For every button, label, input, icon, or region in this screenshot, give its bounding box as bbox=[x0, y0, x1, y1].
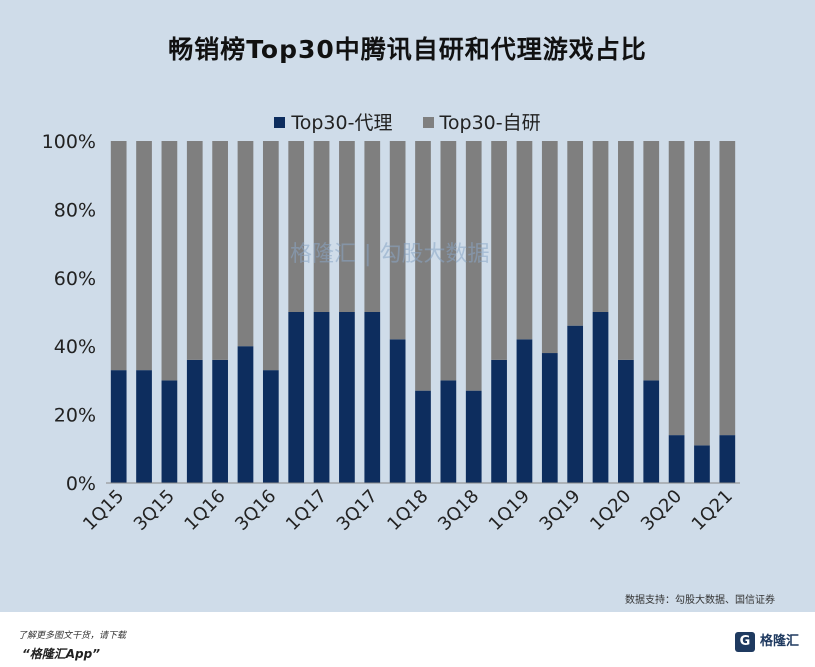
bar-daili-1Q15 bbox=[110, 370, 127, 483]
data-source-note: 数据支持：勾股大数据、国信证券 bbox=[625, 595, 775, 606]
bar-ziyan-2Q18 bbox=[440, 141, 457, 381]
bar-daili-3Q18 bbox=[465, 390, 482, 483]
x-tick-label: 3Q20 bbox=[637, 486, 686, 535]
bar-daili-2Q15 bbox=[136, 370, 152, 483]
brand-logo: G 格隆汇 bbox=[734, 630, 799, 652]
y-tick-label: 0% bbox=[66, 473, 96, 495]
x-tick-label: 1Q19 bbox=[485, 486, 534, 535]
bar-daili-1Q20 bbox=[618, 359, 634, 483]
bar-ziyan-2Q15 bbox=[136, 141, 152, 371]
watermark: 格隆汇 | 勾股大数据 bbox=[290, 242, 490, 267]
bar-ziyan-2Q19 bbox=[541, 141, 558, 354]
chart-legend: Top30-代理 Top30-自研 bbox=[0, 108, 815, 135]
bar-ziyan-3Q15 bbox=[161, 141, 178, 381]
y-tick-label: 40% bbox=[54, 336, 96, 358]
x-tick-label: 1Q17 bbox=[282, 486, 331, 535]
bar-daili-1Q16 bbox=[212, 359, 228, 483]
bar-daili-2Q17 bbox=[339, 312, 355, 483]
bar-ziyan-3Q19 bbox=[567, 141, 584, 326]
bar-ziyan-3Q18 bbox=[465, 141, 482, 391]
bar-ziyan-2Q16 bbox=[237, 141, 254, 347]
bar-daili-3Q17 bbox=[364, 312, 381, 483]
legend-swatch-daili bbox=[274, 117, 286, 128]
bar-ziyan-2Q20 bbox=[643, 141, 660, 381]
x-tick-label: 3Q15 bbox=[130, 486, 179, 535]
bar-daili-3Q19 bbox=[567, 325, 584, 483]
bar-ziyan-2Q17 bbox=[339, 141, 355, 312]
bar-ziyan-4Q15 bbox=[186, 141, 203, 360]
brand-g-icon: G bbox=[734, 632, 755, 652]
bar-daili-3Q20 bbox=[668, 435, 685, 483]
bar-daili-1Q17 bbox=[313, 312, 330, 483]
bar-daili-1Q18 bbox=[415, 390, 431, 483]
legend-label-daili: Top30-代理 bbox=[291, 112, 393, 134]
bar-ziyan-3Q20 bbox=[668, 141, 685, 436]
bar-ziyan-4Q18 bbox=[491, 141, 507, 360]
chart-title: 畅销榜Top30中腾讯自研和代理游戏占比 bbox=[168, 35, 647, 64]
bar-ziyan-1Q19 bbox=[516, 141, 533, 340]
brand-name: 格隆汇 bbox=[759, 634, 799, 649]
bar-ziyan-1Q15 bbox=[110, 141, 127, 371]
x-tick-label: 1Q16 bbox=[180, 486, 229, 535]
bar-daili-3Q15 bbox=[161, 380, 178, 483]
legend-swatch-ziyan bbox=[422, 117, 434, 128]
bar-ziyan-3Q17 bbox=[364, 141, 381, 312]
legend-item-ziyan: Top30-自研 bbox=[422, 108, 541, 135]
bar-ziyan-4Q20 bbox=[694, 141, 710, 446]
bar-ziyan-4Q16 bbox=[288, 141, 305, 312]
bar-daili-4Q16 bbox=[288, 312, 305, 483]
bar-daili-4Q18 bbox=[491, 359, 507, 483]
bar-daili-4Q17 bbox=[389, 339, 406, 483]
bar-ziyan-1Q18 bbox=[415, 141, 431, 391]
y-tick-label: 60% bbox=[54, 268, 96, 290]
x-tick-label: 3Q17 bbox=[333, 486, 382, 535]
bar-daili-2Q19 bbox=[541, 353, 558, 483]
bar-daili-2Q20 bbox=[643, 380, 660, 483]
footer-note: 了解更多图文干货，请下载 bbox=[18, 631, 127, 641]
x-tick-label: 1Q21 bbox=[688, 486, 737, 535]
bar-ziyan-4Q19 bbox=[592, 141, 609, 312]
y-tick-label: 20% bbox=[54, 405, 96, 427]
bar-daili-1Q19 bbox=[516, 339, 533, 483]
bar-daili-4Q20 bbox=[694, 445, 710, 483]
bar-ziyan-1Q21 bbox=[719, 141, 736, 436]
legend-item-daili: Top30-代理 bbox=[274, 108, 392, 135]
bar-daili-3Q16 bbox=[262, 370, 279, 483]
bar-daili-2Q16 bbox=[237, 346, 254, 483]
x-tick-label: 1Q18 bbox=[383, 486, 432, 535]
stacked-bar-chart: 0%20%40%60%80%100%1Q15 3Q15 1Q16 3Q16 1Q17 3Q… bbox=[42, 131, 740, 535]
x-tick-label: 3Q18 bbox=[434, 486, 483, 535]
y-tick-label: 100% bbox=[42, 131, 96, 153]
bar-daili-4Q19 bbox=[592, 312, 609, 483]
watermark-left: 格隆汇 bbox=[290, 242, 357, 267]
watermark-right: 勾股大数据 bbox=[379, 242, 490, 267]
bar-daili-2Q18 bbox=[440, 380, 457, 483]
bar-daili-1Q21 bbox=[719, 435, 736, 483]
bar-ziyan-1Q20 bbox=[618, 141, 634, 360]
bar-ziyan-3Q16 bbox=[262, 141, 279, 371]
x-tick-label: 3Q16 bbox=[231, 486, 280, 535]
x-tick-label: 3Q19 bbox=[536, 486, 585, 535]
bar-ziyan-4Q17 bbox=[389, 141, 406, 340]
footer-app-name: “格隆汇App” bbox=[22, 647, 100, 661]
legend-label-ziyan: Top30-自研 bbox=[439, 112, 541, 134]
bar-ziyan-1Q16 bbox=[212, 141, 228, 360]
x-tick-label: 1Q20 bbox=[586, 486, 635, 535]
bar-daili-4Q15 bbox=[186, 359, 203, 483]
bar-ziyan-1Q17 bbox=[313, 141, 330, 312]
y-tick-label: 80% bbox=[54, 199, 96, 221]
